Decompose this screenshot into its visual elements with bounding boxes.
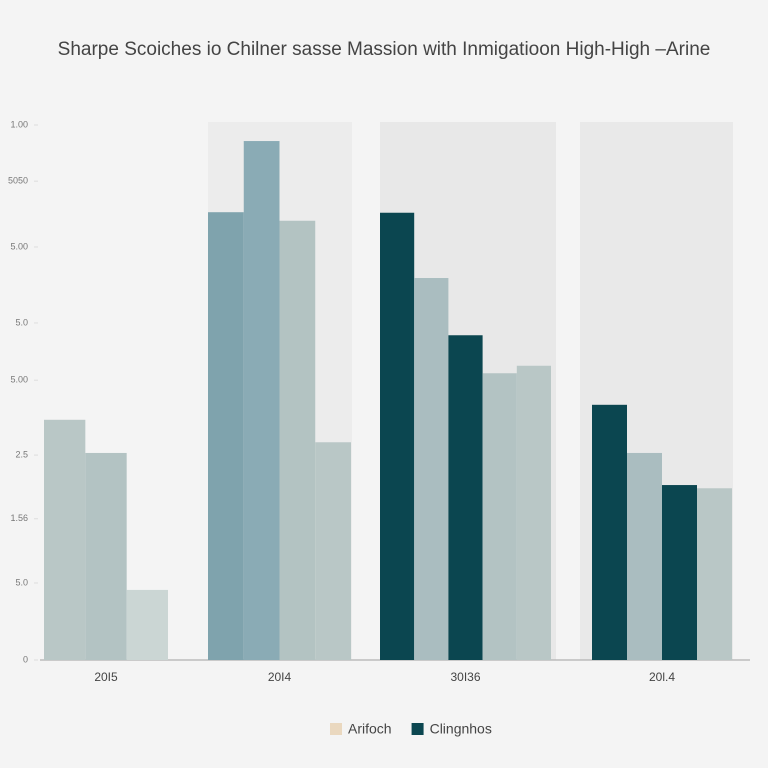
bar (44, 419, 86, 660)
y-tick-label: 1.56 (10, 513, 28, 523)
legend-label: Clingnhos (430, 721, 492, 737)
y-tick-label: 5.00 (10, 375, 28, 385)
y-tick-label: 5.0 (15, 577, 28, 587)
y-tick-label: 5.00 (10, 241, 28, 251)
bar (592, 404, 627, 660)
bar (662, 485, 697, 660)
legend-swatch (411, 723, 424, 735)
bar (85, 452, 127, 660)
y-tick-label: 5050 (8, 176, 28, 186)
bar (126, 589, 168, 660)
y-tick-label: 2.5 (15, 449, 28, 459)
legend-label: Arifoch (348, 721, 392, 737)
y-tick-label: 0 (23, 654, 28, 664)
bar (279, 220, 316, 660)
bar (627, 452, 662, 660)
y-tick-label: 1.00 (10, 119, 28, 129)
legend-swatch (330, 723, 342, 735)
bar (315, 442, 351, 660)
x-tick-label: 30I36 (450, 670, 480, 684)
bar (208, 212, 244, 660)
bar (482, 373, 517, 660)
y-tick-label: 5.0 (15, 317, 28, 327)
bar (243, 141, 280, 661)
bar (516, 365, 551, 660)
x-tick-label: 20l.4 (649, 670, 675, 684)
x-tick-label: 20I4 (268, 670, 292, 684)
bar (448, 335, 483, 660)
x-tick-label: 20I5 (94, 670, 118, 684)
bar (414, 278, 449, 660)
bar (697, 488, 732, 660)
chart-title: Sharpe Scoiches io Chilner sasse Massion… (58, 39, 711, 60)
bar (380, 212, 415, 661)
